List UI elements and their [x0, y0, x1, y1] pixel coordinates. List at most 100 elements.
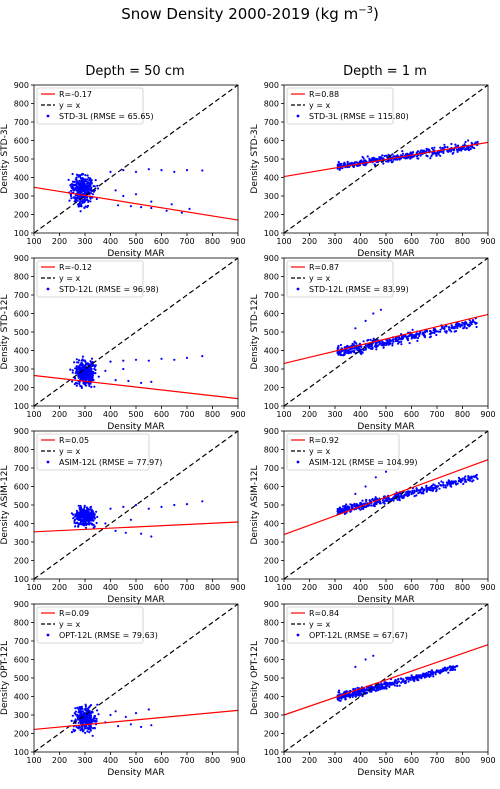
data-point — [87, 709, 90, 712]
data-point — [418, 333, 421, 336]
data-point — [442, 151, 445, 155]
data-point — [463, 143, 466, 146]
data-point — [77, 189, 80, 192]
data-point — [134, 358, 138, 361]
data-point — [77, 361, 80, 364]
data-point — [402, 678, 405, 681]
y-tick-label: 300 — [14, 365, 29, 374]
data-point — [447, 479, 450, 482]
data-point — [92, 190, 96, 193]
data-point — [77, 524, 80, 527]
data-point — [86, 506, 89, 509]
data-point — [380, 687, 383, 690]
y-tick-label: 100 — [264, 748, 279, 757]
data-point — [404, 679, 407, 683]
data-point — [459, 481, 462, 484]
data-point — [83, 374, 86, 377]
data-point — [433, 329, 436, 332]
data-point — [356, 504, 360, 507]
legend: R=0.92 y = x ASIM-12L (RMSE = 104.99) — [286, 433, 418, 471]
data-point — [363, 688, 366, 691]
data-point — [84, 526, 88, 529]
data-point — [74, 381, 78, 384]
data-point — [392, 158, 395, 161]
data-point — [455, 148, 459, 151]
y-tick-label: 700 — [14, 637, 29, 646]
panels: 1001002002003003004004005005006006007007… — [0, 81, 496, 778]
identity-line — [283, 603, 489, 753]
y-axis-label: Density STD-12L — [0, 295, 10, 370]
data-point — [391, 342, 394, 345]
data-point — [453, 330, 456, 333]
x-tick-label: 900 — [480, 237, 495, 246]
data-point — [342, 505, 345, 508]
data-point — [71, 369, 74, 372]
data-point — [358, 342, 361, 345]
x-tick-label: 600 — [154, 756, 169, 765]
x-tick-label: 800 — [455, 756, 470, 765]
legend-entry: y = x — [309, 620, 331, 629]
identity-line — [283, 257, 489, 407]
y-tick-label: 400 — [14, 520, 29, 529]
data-point — [80, 711, 83, 715]
data-point — [425, 154, 428, 157]
data-point — [368, 499, 371, 502]
regression-line — [283, 644, 489, 716]
data-point — [376, 689, 379, 692]
data-point — [381, 499, 384, 502]
data-point — [201, 355, 204, 358]
data-point — [89, 372, 92, 375]
data-point — [84, 513, 87, 516]
data-point — [129, 205, 132, 208]
data-point — [84, 515, 87, 518]
data-point — [413, 676, 416, 679]
data-point — [425, 674, 428, 677]
data-point — [90, 385, 93, 389]
data-point — [88, 718, 91, 721]
data-point — [71, 371, 74, 374]
x-tick-label: 700 — [429, 756, 444, 765]
data-point — [409, 676, 412, 679]
data-point — [88, 731, 91, 734]
data-point — [89, 200, 92, 203]
data-point — [69, 184, 72, 187]
y-tick-label: 300 — [264, 365, 279, 374]
legend-box — [286, 87, 394, 125]
data-point — [473, 321, 476, 324]
data-point — [94, 179, 97, 182]
data-point — [97, 375, 100, 378]
data-point — [80, 368, 83, 371]
y-tick-label: 800 — [264, 446, 279, 455]
data-point — [147, 708, 150, 711]
legend-entry: R=0.84 — [309, 609, 339, 618]
data-point — [122, 359, 125, 362]
data-point — [364, 658, 367, 661]
data-point — [382, 162, 385, 165]
data-point — [474, 141, 477, 144]
plot-frame — [33, 257, 239, 407]
data-point — [374, 502, 377, 506]
data-point — [349, 350, 352, 353]
data-point — [385, 339, 388, 342]
data-point — [353, 692, 356, 695]
data-point — [201, 169, 204, 172]
data-point — [470, 321, 473, 324]
data-point — [87, 176, 90, 179]
data-point — [441, 327, 444, 330]
data-point — [450, 330, 453, 333]
data-point — [80, 366, 83, 369]
plot-frame — [283, 603, 489, 753]
data-point — [468, 319, 471, 322]
data-point — [90, 190, 93, 193]
data-point — [83, 372, 86, 375]
data-point — [87, 382, 90, 385]
data-point — [426, 487, 429, 490]
data-point — [83, 718, 86, 721]
data-point — [438, 487, 441, 490]
data-point — [79, 518, 82, 521]
data-point — [406, 494, 409, 498]
data-point — [127, 379, 130, 383]
data-point — [398, 496, 401, 499]
